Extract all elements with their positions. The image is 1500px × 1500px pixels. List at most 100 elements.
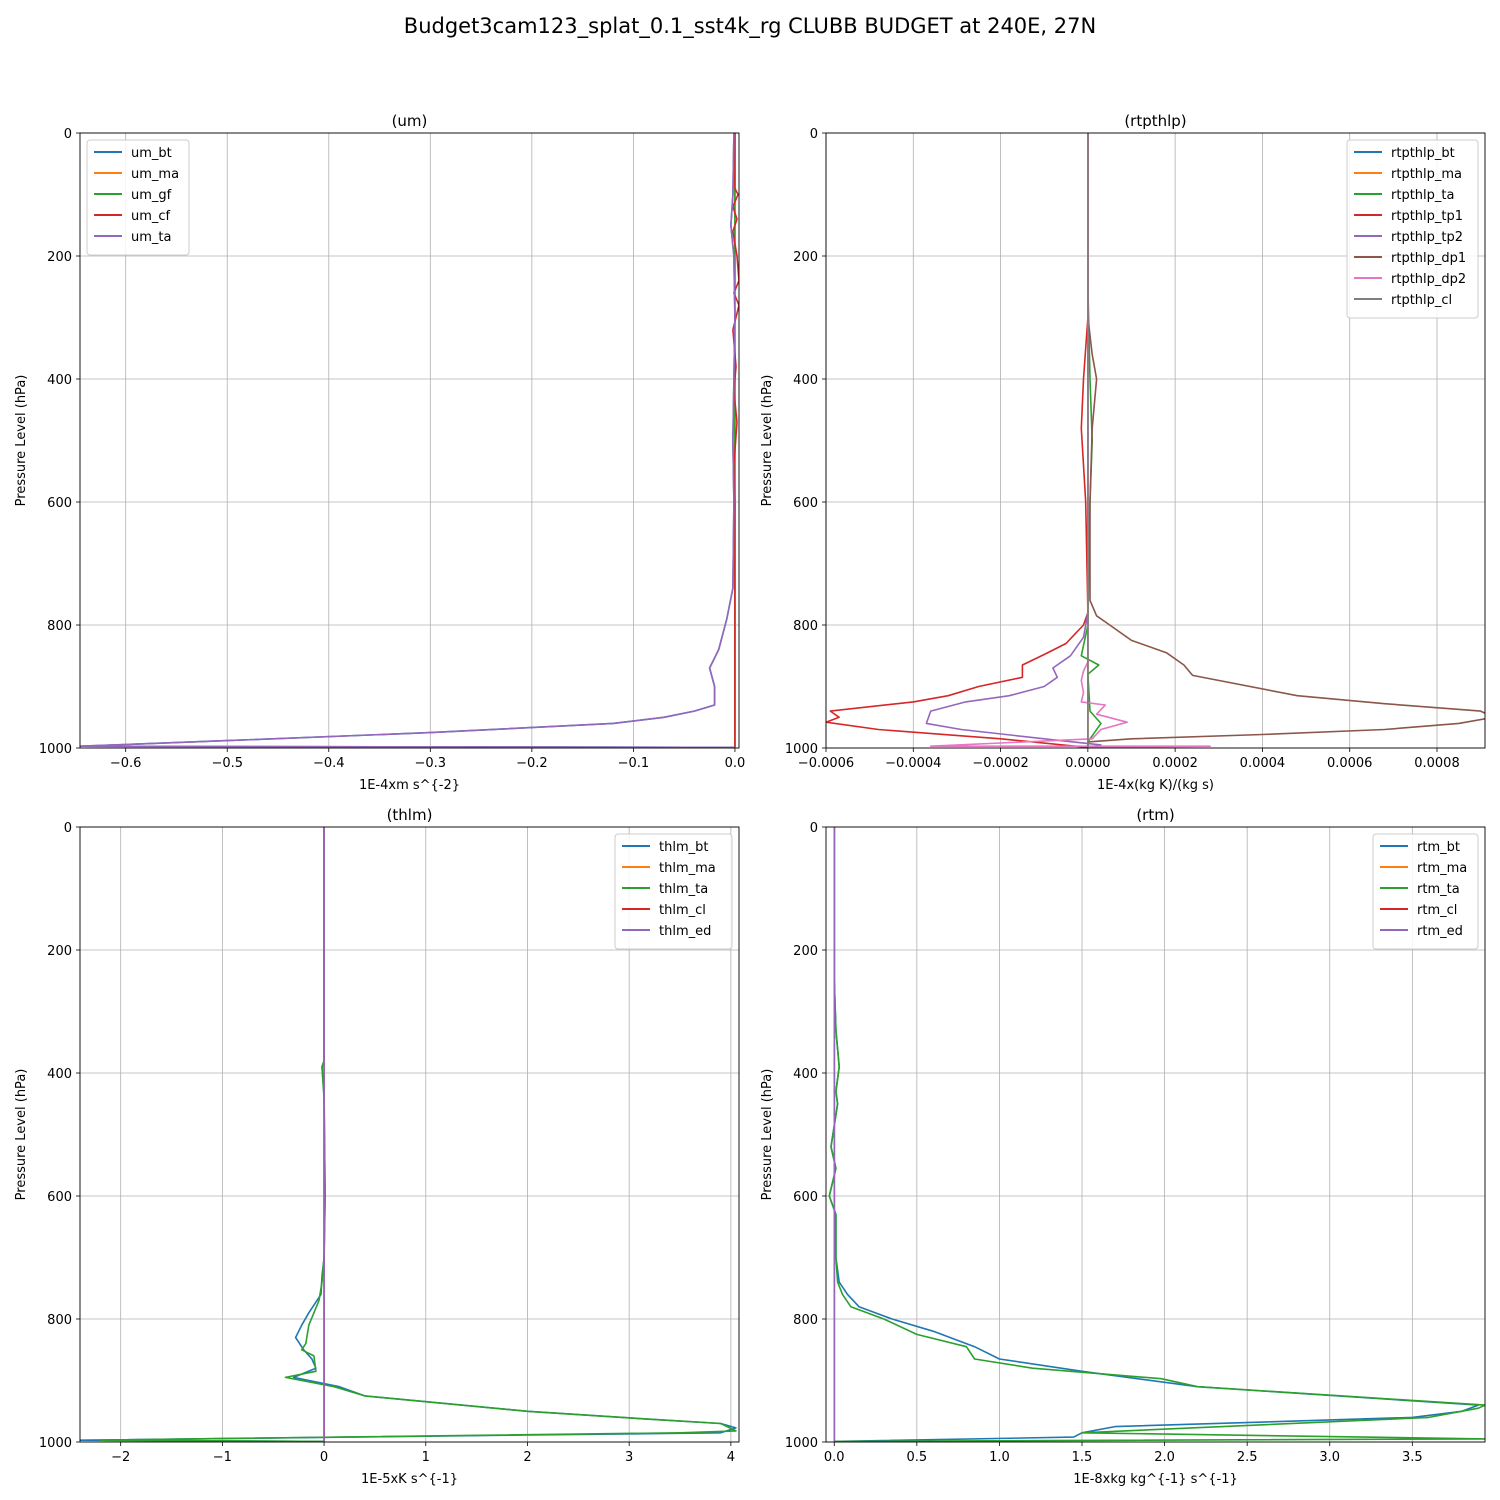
legend-label: um_ta <box>131 230 171 245</box>
series-line-rtpthlp_dp1 <box>1087 133 1485 748</box>
panel-title: (thlm) <box>387 806 433 824</box>
y-tick-label: 400 <box>47 373 72 388</box>
x-tick-label: 3.5 <box>1402 1450 1423 1465</box>
y-tick-label: 200 <box>793 250 818 265</box>
x-axis-label: 1E-4x(kg K)/(kg s) <box>1097 778 1214 793</box>
legend-label: um_bt <box>131 146 172 161</box>
series-line-rtm_ta <box>828 827 1485 1442</box>
panel-rtm: 0.0 0.5 1.0 1.5 2.0 2.5 3.0 3.5 0 200 400 600 800 100… <box>760 806 1486 1487</box>
x-tick-label: 1.0 <box>989 1450 1010 1465</box>
panel-title: (rtm) <box>1136 806 1174 824</box>
x-tick-label: −2 <box>111 1450 130 1465</box>
x-tick-label: −0.0006 <box>798 756 854 771</box>
series-line-um_ta <box>80 133 736 748</box>
y-tick-label: 600 <box>47 496 72 511</box>
figure-title: Budget3cam123_splat_0.1_sst4k_rg CLUBB B… <box>403 14 1097 38</box>
legend-label: rtpthlp_bt <box>1391 146 1455 161</box>
y-tick-label: 800 <box>47 619 72 634</box>
x-tick-label: −0.1 <box>618 756 650 771</box>
x-tick-label: 0.0006 <box>1327 756 1373 771</box>
axes-frame <box>79 132 740 749</box>
series-group <box>828 827 1485 1442</box>
x-tick-label: 0.0 <box>725 756 746 771</box>
panel-title: (rtpthlp) <box>1124 112 1186 130</box>
y-tick-label: 0 <box>810 127 818 142</box>
x-tick-label: −0.4 <box>313 756 345 771</box>
series-group <box>80 133 739 748</box>
series-group <box>80 827 737 1442</box>
x-tick-label: −0.6 <box>110 756 142 771</box>
legend-box <box>86 139 190 256</box>
legend-label: thlm_cl <box>659 903 706 918</box>
y-axis-label: Pressure Level (hPa) <box>14 1069 29 1201</box>
legend-label: rtpthlp_dp2 <box>1391 272 1466 287</box>
x-tick-label: −0.3 <box>415 756 447 771</box>
legend: rtm_bt rtm_ma rtm_ta rtm_cl rtm_ed <box>1372 833 1479 950</box>
y-tick-label: 600 <box>47 1190 72 1205</box>
y-tick-label: 400 <box>793 1067 818 1082</box>
x-axis-label: 1E-5xK s^{-1} <box>361 1472 458 1487</box>
x-tick-label: 0.0002 <box>1152 756 1198 771</box>
legend: um_bt um_ma um_gf um_cf um_ta <box>86 139 190 256</box>
legend-label: rtpthlp_ta <box>1391 188 1454 203</box>
y-tick-label: 0 <box>810 821 818 836</box>
series-line-rtpthlp_ta <box>1080 133 1102 748</box>
panel-title: (um) <box>392 112 428 130</box>
x-axis-label: 1E-4xm s^{-2} <box>359 778 460 793</box>
y-tick-label: 200 <box>793 944 818 959</box>
series-group <box>826 133 1485 748</box>
series-line-thlm_ta <box>99 827 737 1442</box>
y-axis-label: Pressure Level (hPa) <box>14 375 29 507</box>
legend-label: rtm_bt <box>1417 840 1460 855</box>
x-tick-label: 4 <box>727 1450 735 1465</box>
legend-label: rtpthlp_tp2 <box>1391 230 1463 245</box>
x-tick-label: −0.0004 <box>885 756 941 771</box>
x-tick-label: 2.5 <box>1237 1450 1258 1465</box>
panel-rtpthlp: −0.0006 −0.0004 −0.0002 0.0000 0.0002 0.0004 0… <box>760 112 1486 793</box>
series-line-rtpthlp_dp2 <box>929 133 1211 748</box>
legend-label: um_ma <box>131 167 179 182</box>
x-tick-label: 0.0004 <box>1240 756 1286 771</box>
x-tick-label: 0 <box>320 1450 328 1465</box>
legend-label: rtpthlp_dp1 <box>1391 251 1466 266</box>
legend-label: rtpthlp_cl <box>1391 293 1452 308</box>
x-axis-label: 1E-8xkg kg^{-1} s^{-1} <box>1073 1472 1238 1487</box>
x-tick-label: 3 <box>625 1450 633 1465</box>
x-tick-label: 0.0 <box>824 1450 845 1465</box>
legend-label: thlm_ma <box>659 861 716 876</box>
legend: rtpthlp_bt rtpthlp_ma rtpthlp_ta rtpthlp_tp… <box>1346 139 1479 319</box>
legend-box <box>1372 833 1479 950</box>
legend-label: thlm_ta <box>659 882 708 897</box>
x-tick-label: 3.0 <box>1319 1450 1340 1465</box>
legend-label: thlm_ed <box>659 924 711 939</box>
y-tick-label: 1000 <box>785 742 818 757</box>
x-tick-label: −1 <box>213 1450 232 1465</box>
y-tick-label: 800 <box>793 619 818 634</box>
y-tick-label: 600 <box>793 1190 818 1205</box>
y-tick-label: 800 <box>47 1313 72 1328</box>
axes-frame <box>825 132 1486 749</box>
x-tick-label: 2 <box>523 1450 531 1465</box>
y-tick-label: 600 <box>793 496 818 511</box>
legend-label: thlm_bt <box>659 840 708 855</box>
y-tick-label: 200 <box>47 250 72 265</box>
x-tick-label: −0.2 <box>516 756 548 771</box>
y-tick-label: 400 <box>47 1067 72 1082</box>
series-line-rtpthlp_tp2 <box>925 133 1102 748</box>
x-tick-label: 1.5 <box>1072 1450 1093 1465</box>
x-tick-label: 2.0 <box>1154 1450 1175 1465</box>
y-tick-label: 1000 <box>39 742 72 757</box>
panel-thlm: −2 −1 0 1 2 3 4 0 200 400 600 800 1000 (thlm) 1E-5xK s… <box>14 806 740 1487</box>
y-tick-label: 1000 <box>39 1436 72 1451</box>
legend: thlm_bt thlm_ma thlm_ta thlm_cl thlm_ed <box>614 833 733 950</box>
x-tick-label: −0.5 <box>211 756 243 771</box>
legend-label: rtm_cl <box>1417 903 1457 918</box>
series-line-rtpthlp_tp1 <box>826 133 1089 748</box>
legend-label: rtm_ta <box>1417 882 1460 897</box>
y-tick-label: 200 <box>47 944 72 959</box>
legend-label: rtpthlp_ma <box>1391 167 1462 182</box>
y-tick-label: 0 <box>64 821 72 836</box>
y-tick-label: 400 <box>793 373 818 388</box>
y-axis-label: Pressure Level (hPa) <box>760 1069 775 1201</box>
x-tick-label: 1 <box>422 1450 430 1465</box>
